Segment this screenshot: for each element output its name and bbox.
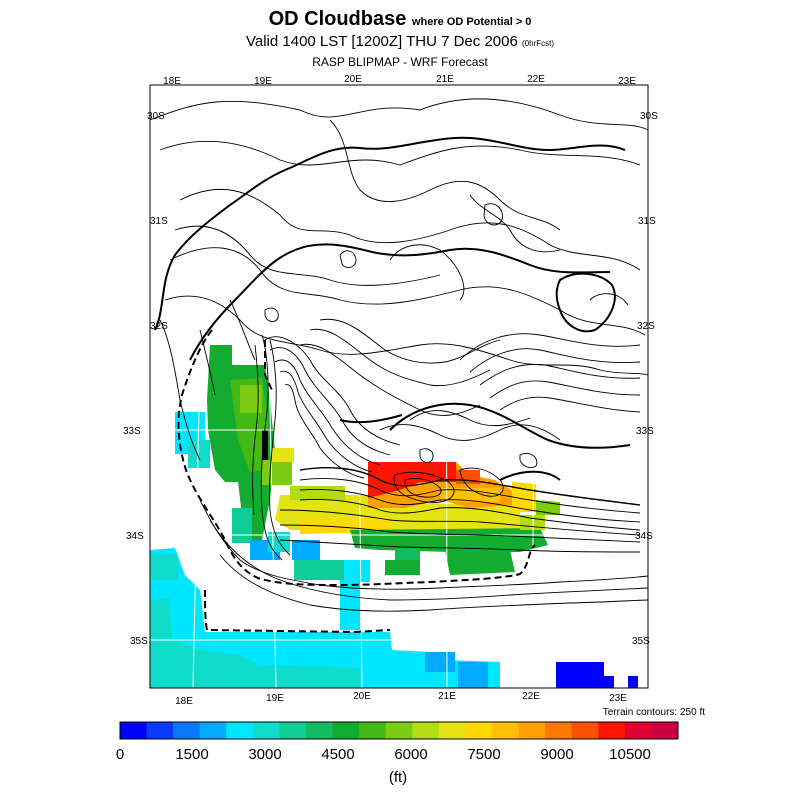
colorbar-swatch	[651, 722, 679, 739]
map-plot	[150, 85, 648, 688]
lon-label-top: 20E	[344, 74, 362, 85]
colorbar-tick-label: 10500	[609, 746, 651, 763]
valid-text: Valid 1400 LST [1200Z] THU 7 Dec 2006	[245, 33, 518, 50]
colorbar-swatch	[252, 722, 280, 739]
colorbar-unit: (ft)	[389, 769, 407, 786]
lat-label-right: 33S	[636, 426, 654, 437]
lon-label-top: 18E	[163, 76, 181, 87]
lon-label-top: 23E	[618, 76, 636, 87]
lat-label-left: 33S	[123, 426, 141, 437]
colorbar-swatch	[492, 722, 520, 739]
coastline	[177, 329, 536, 634]
colorbar-border	[119, 721, 679, 740]
colorbar-swatch	[306, 722, 334, 739]
colorbar-swatch	[385, 722, 413, 739]
lon-label-bottom: 20E	[353, 691, 371, 702]
lon-label-bottom: 21E	[438, 691, 456, 702]
lon-label-top: 21E	[436, 74, 454, 85]
colorbar-tick-label: 4500	[321, 746, 354, 763]
colorbar-tick-label: 7500	[467, 746, 500, 763]
colorbar-tick-label: 6000	[394, 746, 427, 763]
lat-label-right: 34S	[635, 531, 653, 542]
map-title: OD Cloudbase where OD Potential > 0	[0, 8, 800, 31]
colorbar	[119, 721, 679, 740]
colorbar-swatch	[359, 722, 387, 739]
lat-label-left: 32S	[150, 321, 168, 332]
colorbar-swatch	[199, 722, 227, 739]
lat-label-left: 30S	[147, 111, 165, 122]
title-main: OD Cloudbase	[268, 8, 407, 30]
lat-labels-left: 30S 31S 32S 33S 34S 35S	[123, 111, 168, 647]
colorbar-tick-label: 1500	[175, 746, 208, 763]
colorbar-swatch	[173, 722, 201, 739]
lat-labels-right: 30S 31S 32S 33S 34S 35S	[632, 111, 658, 647]
lat-label-right: 30S	[640, 111, 658, 122]
lon-label-bottom: 22E	[522, 691, 540, 702]
lat-label-right: 32S	[637, 321, 655, 332]
lon-labels-bottom: 18E 19E 20E 21E 22E 23E	[175, 691, 627, 707]
valid-time: Valid 1400 LST [1200Z] THU 7 Dec 2006 (0…	[0, 33, 800, 50]
lon-label-top: 19E	[254, 76, 272, 87]
terrain-contours-major	[154, 136, 631, 481]
lat-label-right: 35S	[632, 636, 650, 647]
colorbar-swatch	[412, 722, 440, 739]
colorbar-swatch	[545, 722, 573, 739]
lat-label-left: 31S	[150, 216, 168, 227]
lon-labels-top: 18E 19E 20E 21E 22E 23E	[163, 74, 636, 87]
lat-label-left: 35S	[130, 636, 148, 647]
colorbar-swatch	[120, 722, 148, 739]
colorbar-swatch	[438, 722, 466, 739]
lat-label-right: 31S	[638, 216, 656, 227]
lat-label-left: 34S	[126, 531, 144, 542]
colorbar-labels: 0 1500 3000 4500 6000 7500 9000 10500 (f…	[116, 746, 651, 786]
terrain-contour-note: Terrain contours: 250 ft	[603, 707, 705, 718]
colorbar-swatch	[279, 722, 307, 739]
forecast-hour: (0hrFcst)	[522, 39, 554, 48]
colorbar-tick-label: 0	[116, 746, 124, 763]
source-label: RASP BLIPMAP - WRF Forecast	[312, 55, 488, 69]
map-frame	[149, 84, 649, 689]
colorbar-tick-label: 9000	[540, 746, 573, 763]
colorbar-swatch	[332, 722, 360, 739]
colorbar-swatch	[624, 722, 652, 739]
terrain-contours	[150, 98, 648, 612]
colorbar-tick-label: 3000	[248, 746, 281, 763]
lon-label-bottom: 23E	[609, 693, 627, 704]
colorbar-swatch	[598, 722, 626, 739]
colorbar-swatch	[226, 722, 254, 739]
title-suffix: where OD Potential > 0	[411, 16, 532, 28]
colorbar-swatch	[465, 722, 493, 739]
lon-label-top: 22E	[527, 74, 545, 85]
lon-label-bottom: 18E	[175, 696, 193, 707]
lon-label-bottom: 19E	[266, 693, 284, 704]
colorbar-swatch	[146, 722, 174, 739]
colorbar-swatch	[518, 722, 546, 739]
colorbar-swatch	[571, 722, 599, 739]
